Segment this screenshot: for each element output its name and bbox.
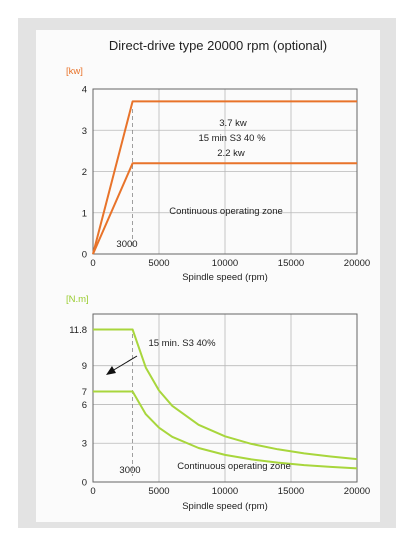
torque-x-axis-label: Spindle speed (rpm): [182, 501, 268, 512]
x-tick-label: 20000: [344, 486, 370, 497]
y-tick-label: 7: [82, 387, 87, 398]
torque-base-speed-label: 3000: [119, 465, 140, 476]
torque-axis-unit: [N.m]: [66, 294, 89, 305]
y-tick-label: 3: [82, 126, 87, 137]
power-base-speed-label: 3000: [116, 239, 137, 250]
power-upper-sublabel: 15 min S3 40 %: [198, 133, 266, 144]
y-tick-label: 0: [82, 250, 87, 261]
y-tick-label: 3: [82, 439, 87, 450]
series-line-2: [93, 390, 358, 470]
x-tick-label: 0: [90, 486, 95, 497]
x-tick-label: 5000: [148, 258, 169, 269]
power-grid: [92, 88, 358, 255]
torque-arrowhead: [106, 366, 116, 375]
power-lower-label: 2.2 kw: [217, 148, 245, 159]
torque-grid: [92, 313, 358, 483]
series-line-1: [92, 100, 357, 255]
x-tick-label: 10000: [212, 486, 238, 497]
power-x-axis-label: Spindle speed (rpm): [182, 272, 268, 283]
y-tick-label: 0: [82, 478, 87, 489]
torque-tick-labels: 0 5000 10000 15000 20000 0 3 6 7 9 11.8: [69, 325, 370, 497]
chart-title: Direct-drive type 20000 rpm (optional): [109, 38, 327, 53]
series-line-1: [93, 328, 358, 461]
torque-zone-label: Continuous operating zone: [177, 461, 291, 472]
y-tick-label: 9: [82, 361, 87, 372]
plot-frame: [92, 313, 358, 483]
torque-upper-label: 15 min. S3 40%: [148, 338, 216, 349]
y-tick-label: 1: [82, 208, 87, 219]
x-tick-label: 20000: [344, 258, 370, 269]
y-tick-label: 11.8: [69, 325, 87, 336]
x-tick-label: 15000: [278, 258, 304, 269]
x-tick-label: 0: [90, 258, 95, 269]
torque-arrow-line: [111, 355, 138, 372]
x-tick-label: 10000: [212, 258, 238, 269]
power-upper-label: 3.7 kw: [219, 118, 247, 129]
power-axis-unit: [kw]: [66, 66, 83, 77]
y-tick-label: 2: [82, 167, 87, 178]
y-tick-label: 6: [82, 400, 87, 411]
x-tick-label: 5000: [148, 486, 169, 497]
power-zone-label: Continuous operating zone: [169, 206, 283, 217]
power-series: [92, 100, 357, 255]
series-line-2: [92, 162, 357, 255]
torque-series: [93, 328, 358, 470]
y-tick-label: 4: [82, 85, 87, 96]
power-tick-labels: 0 5000 10000 15000 20000 0 1 2 3 4: [82, 85, 371, 270]
x-tick-label: 15000: [278, 486, 304, 497]
plot-frame: [92, 88, 358, 255]
